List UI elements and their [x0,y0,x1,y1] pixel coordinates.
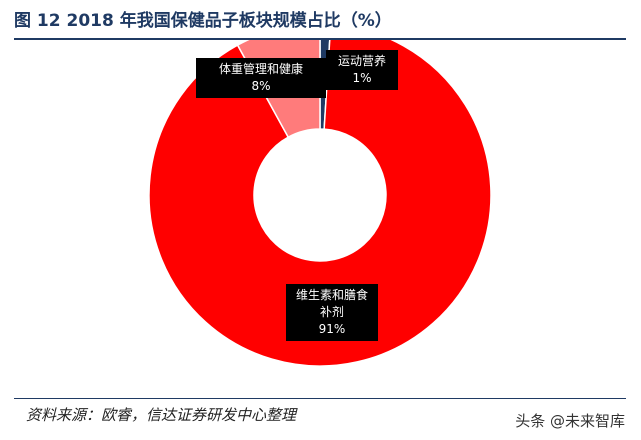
watermark: 头条 @未来智库 [515,412,625,430]
label-sports-nutrition: 运动营养 1% [326,50,398,90]
label-vitamins-value: 91% [318,322,346,336]
label-vitamins: 维生素和膳食补剂 91% [286,284,378,341]
label-sports-nutrition-value: 1% [352,71,372,85]
footer-rule [14,398,626,399]
label-vitamins-name: 维生素和膳食补剂 [295,288,368,319]
slice-vitamins-supplements [148,40,492,367]
label-weight-management-value: 8% [251,79,271,93]
label-weight-management: 体重管理和健康 8% [196,58,326,98]
source-note: 资料来源：欧睿，信达证券研发中心整理 [26,406,297,424]
chart-title: 图 12 2018 年我国保健品子板块规模占比（%） [14,11,392,31]
label-weight-management-name: 体重管理和健康 [218,62,303,76]
label-sports-nutrition-name: 运动营养 [337,54,386,68]
title-underline [14,38,626,40]
